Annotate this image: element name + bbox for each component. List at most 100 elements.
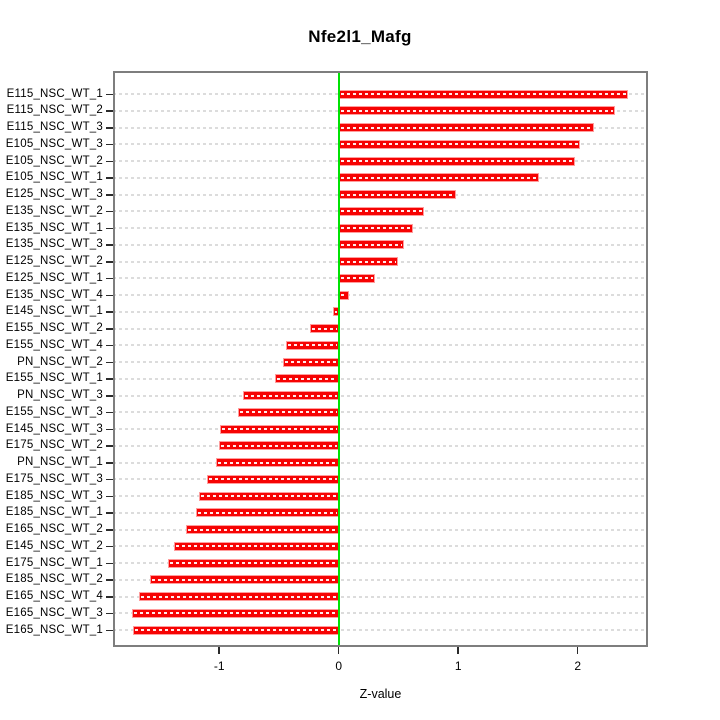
y-axis-tick [106,328,113,330]
y-axis-label: E185_NSC_WT_2 [5,573,103,586]
x-axis-title: Z-value [359,687,402,701]
y-axis-tick [106,612,113,615]
bar [338,223,413,233]
bar-dash-pattern [198,511,337,514]
bar-dash-pattern [340,160,574,162]
y-axis-tick [106,227,113,229]
bar [131,608,339,618]
gridline [113,394,648,397]
x-axis-tick [337,647,340,654]
y-axis-label: PN_NSC_WT_3 [17,389,103,401]
y-axis-tick [106,512,113,514]
bar [167,558,339,568]
bar [286,340,339,350]
y-axis-label: E135_NSC_WT_1 [5,221,103,234]
bar [338,257,399,266]
bar [238,407,339,417]
x-axis-tick [218,647,220,654]
gridline [113,511,648,514]
x-axis-tick-label: 1 [454,659,462,673]
gridline [113,377,648,380]
y-axis-tick [106,361,113,363]
bar [338,173,540,183]
x-axis-tick [457,647,459,654]
y-axis-tick [106,244,113,246]
y-axis-tick [106,143,113,146]
bar-dash-pattern [340,93,626,95]
y-axis-label: E135_NSC_WT_3 [5,238,103,251]
bar-dash-pattern [217,461,337,464]
bar [338,190,456,199]
gridline [113,545,648,548]
bar-dash-pattern [245,394,337,397]
bar-dash-pattern [334,310,337,313]
bar [149,575,339,585]
chart-title: Nfe2l1_Mafg [308,27,412,46]
y-axis-label: E175_NSC_WT_1 [5,556,103,569]
bar-dash-pattern [340,210,422,213]
bar [338,290,350,300]
bar [338,206,424,216]
y-axis-label: E125_NSC_WT_2 [5,255,103,267]
gridline [113,478,648,481]
bar [215,458,339,467]
bar-dash-pattern [340,260,397,263]
y-axis-tick [106,629,113,631]
bar [139,592,339,601]
y-axis-tick [106,127,113,129]
bar-dash-pattern [277,377,337,380]
y-axis-label: E125_NSC_WT_3 [5,188,103,200]
y-axis-label: E165_NSC_WT_2 [5,523,103,535]
bar [275,374,339,384]
y-axis-label: E175_NSC_WT_3 [5,472,103,485]
bar-dash-pattern [340,193,454,196]
bar-dash-pattern [340,243,403,246]
y-axis-label: E125_NSC_WT_1 [5,271,103,284]
bar-dash-pattern [312,327,337,330]
bar-dash-pattern [221,444,337,447]
x-axis-tick-label: 2 [574,659,582,673]
bar [207,474,339,484]
y-axis-label: E105_NSC_WT_2 [5,154,103,167]
bar [338,89,628,99]
y-axis-tick [106,294,113,296]
y-axis-label: E135_NSC_WT_2 [5,204,103,217]
bar-dash-pattern [187,528,337,531]
bar-dash-pattern [288,344,337,347]
bar-dash-pattern [340,143,579,146]
bar-dash-pattern [284,361,337,363]
bar-dash-pattern [200,495,337,497]
y-axis-tick [106,395,113,397]
bar-dash-pattern [169,562,337,564]
y-axis-tick [106,428,113,430]
y-axis-tick [106,277,113,280]
bar [133,625,339,635]
y-axis-tick [106,445,113,447]
bar-dash-pattern [141,595,337,598]
gridline [113,562,648,564]
y-axis-label: E155_NSC_WT_3 [5,405,103,418]
gridline [113,327,648,330]
y-axis-label: E155_NSC_WT_4 [5,338,103,351]
bar-dash-pattern [151,578,337,581]
bar [173,541,339,551]
zero-line [337,71,340,647]
gridline [113,612,648,615]
gridline [113,294,648,296]
gridline [113,277,648,280]
y-axis-tick [106,478,113,481]
x-axis-tick [576,647,579,654]
y-axis-tick [106,562,113,564]
bar [338,156,576,166]
bar-dash-pattern [340,294,348,296]
y-axis-label: E115_NSC_WT_3 [6,121,103,133]
y-axis-tick [106,160,113,162]
y-axis-label: E175_NSC_WT_2 [5,439,103,452]
y-axis-label: E165_NSC_WT_1 [5,623,103,636]
y-axis-tick [106,529,113,531]
gridline [113,444,648,447]
bar [185,525,339,534]
gridline [113,595,648,598]
y-axis-tick [106,462,113,464]
y-axis-tick [106,194,113,196]
